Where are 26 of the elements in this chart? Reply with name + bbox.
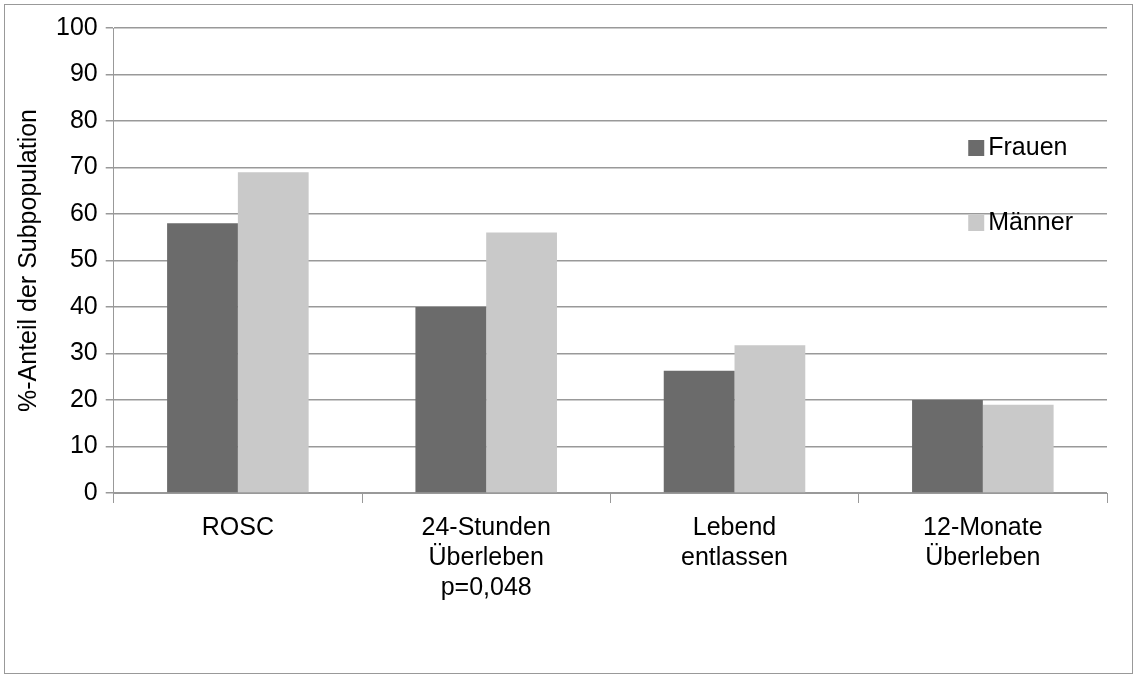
bar	[486, 232, 557, 493]
bar	[167, 223, 238, 493]
x-tick-label: 24-Stunden Überleben p=0,048	[421, 511, 551, 600]
y-tick-label: 20	[69, 383, 98, 412]
y-tick-label: 0	[83, 476, 98, 505]
y-tick-label: 60	[69, 197, 98, 226]
bar	[663, 370, 735, 493]
legend-label: Männer	[988, 206, 1073, 235]
bar	[415, 307, 487, 493]
y-tick-label: 90	[69, 58, 98, 87]
y-tick-label: 10	[69, 430, 98, 459]
y-axis-title: %-Anteil der Subpopulation	[12, 109, 41, 412]
bar	[912, 400, 983, 493]
bar	[982, 404, 1054, 493]
y-tick-label: 30	[69, 337, 98, 366]
y-tick-label: 70	[69, 151, 98, 180]
x-tick-label: ROSC	[201, 511, 274, 540]
bar	[237, 172, 309, 493]
y-tick-label: 80	[69, 104, 98, 133]
y-tick-label: 50	[69, 244, 98, 273]
bar	[734, 345, 806, 493]
y-tick-label: 40	[69, 290, 98, 319]
x-tick-label: Lebend entlassen	[681, 511, 789, 570]
y-tick-label: 100	[55, 11, 98, 40]
x-tick-label: 12-Monate Überleben	[923, 511, 1043, 570]
legend-label: Frauen	[988, 131, 1068, 160]
